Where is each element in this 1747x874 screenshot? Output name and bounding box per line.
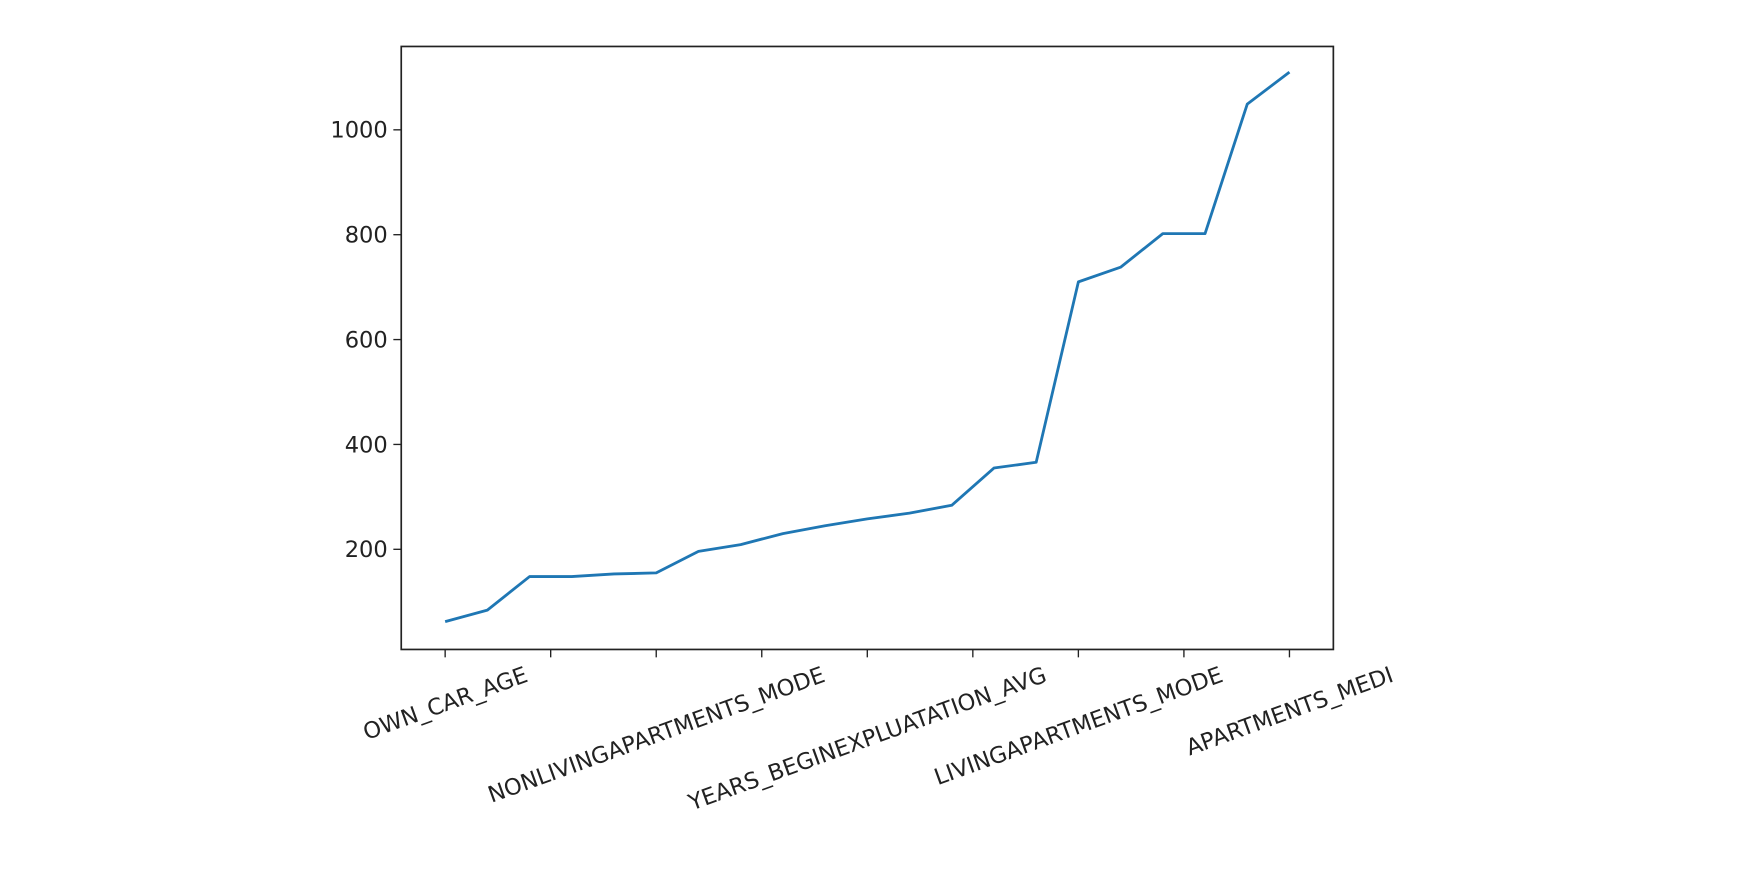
y-tick-label: 800 [345,223,388,249]
x-tick-label: NONLIVINGAPARTMENTS_MODE [485,662,829,808]
x-tick-label: YEARS_BEGINEXPLUATATION_AVG [684,662,1050,816]
y-tick-label: 400 [345,432,388,458]
x-tick-label: OWN_CAR_AGE [360,662,531,746]
y-tick-label: 600 [345,327,388,353]
plot-frame [400,45,1335,651]
data-line [444,71,1291,624]
y-tick-label: 200 [345,537,388,563]
y-tick-label: 1000 [330,118,387,144]
x-tick-label: LIVINGAPARTMENTS_MODE [931,662,1226,791]
